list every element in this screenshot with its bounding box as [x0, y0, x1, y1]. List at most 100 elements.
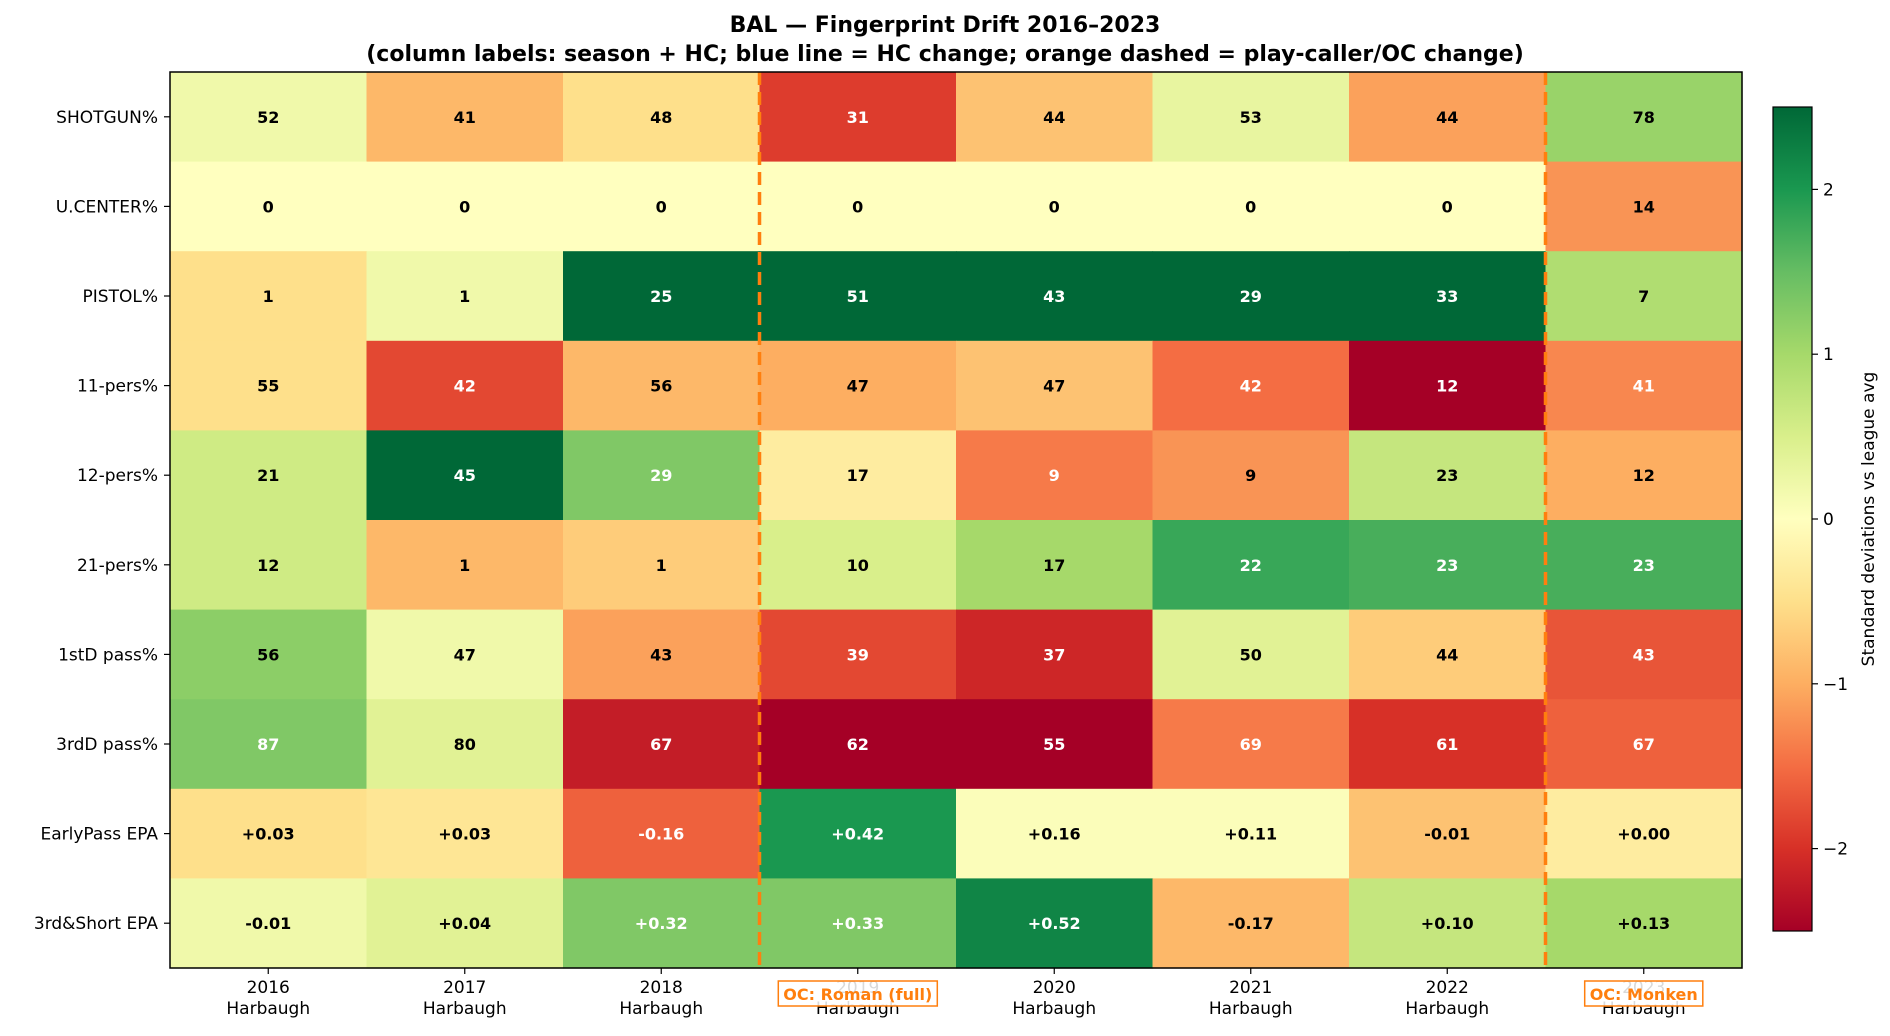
cell-value-label: 41	[454, 108, 476, 127]
cell-value-label: 43	[650, 645, 672, 664]
colorbar-tick-label: −1	[1823, 675, 1848, 695]
chart-title: BAL — Fingerprint Drift 2016–2023	[730, 13, 1161, 38]
cell-value-label: 29	[650, 466, 672, 485]
heatmap-cell-labels: 52 41 48 31 44 53 44 780 0 0 0 0 0 0 141 1 25 51 43 29 33 755…	[242, 108, 1670, 933]
cell-value-label: 10	[847, 556, 869, 575]
cell-value-label: 37	[1043, 645, 1065, 664]
heatmap-cell	[1349, 430, 1547, 521]
cell-value-label: 51	[847, 287, 869, 306]
heatmap-cell	[759, 699, 957, 790]
heatmap-cell	[1152, 72, 1350, 163]
cell-value-label: 31	[847, 108, 869, 127]
heatmap-cell	[366, 72, 564, 163]
heatmap-cell	[170, 520, 368, 611]
x-tick-hc: Harbaugh	[226, 999, 310, 1019]
heatmap-cell	[366, 251, 564, 342]
y-tick-label: EarlyPass EPA	[41, 825, 159, 845]
heatmap-cell	[956, 609, 1154, 700]
cell-value-label: 87	[257, 735, 279, 754]
x-tick-hc: Harbaugh	[619, 999, 703, 1019]
y-tick-label: 12-pers%	[77, 466, 158, 486]
heatmap-cell	[563, 340, 761, 431]
heatmap-cell	[1545, 609, 1743, 700]
oc-change-label-box	[1583, 980, 1704, 1007]
oc-change-label-box	[777, 980, 939, 1007]
x-tick-season: 2021	[1229, 978, 1272, 998]
heatmap-cell	[1545, 520, 1743, 611]
cell-value-label: -0.16	[638, 825, 684, 844]
heatmap-cell	[366, 609, 564, 700]
heatmap-cell	[759, 72, 957, 163]
cell-value-label: 56	[650, 377, 672, 396]
colorbar-tick-label: 2	[1823, 180, 1834, 200]
heatmap-cell	[1349, 340, 1547, 431]
cell-value-label: 55	[257, 377, 279, 396]
heatmap-cell	[1545, 251, 1743, 342]
x-tick-hc: Harbaugh	[1012, 999, 1096, 1019]
cell-value-label: 42	[1240, 377, 1262, 396]
heatmap-cell	[1152, 788, 1350, 879]
heatmap-cell	[1152, 520, 1350, 611]
cell-value-label: +0.10	[1421, 914, 1474, 933]
heatmap-cell	[1349, 609, 1547, 700]
heatmap-cell	[563, 878, 761, 969]
cell-value-label: 47	[847, 377, 869, 396]
oc-change-labels: OC: Roman (full) OC: Monken	[777, 980, 1704, 1007]
heatmap-cell	[1349, 520, 1547, 611]
heatmap-cell	[170, 340, 368, 431]
cell-value-label: -0.17	[1228, 914, 1274, 933]
heatmap-cell	[366, 340, 564, 431]
cell-value-label: 12	[1633, 466, 1655, 485]
cell-value-label: 22	[1240, 556, 1262, 575]
x-tick-hc: Harbaugh	[1209, 999, 1293, 1019]
cell-value-label: 55	[1043, 735, 1065, 754]
x-axis: 2016Harbaugh2017Harbaugh2018Harbaugh2019…	[226, 968, 1686, 1019]
heatmap-cell	[1152, 161, 1350, 252]
cell-value-label: -0.01	[1424, 825, 1470, 844]
cell-value-label: 52	[257, 108, 279, 127]
colorbar-gradient	[1772, 106, 1813, 932]
cell-value-label: 1	[459, 556, 470, 575]
cell-value-label: +0.13	[1617, 914, 1670, 933]
cell-value-label: 39	[847, 645, 869, 664]
heatmap-cell	[1545, 340, 1743, 431]
cell-value-label: 44	[1043, 108, 1065, 127]
cell-value-label: 53	[1240, 108, 1262, 127]
cell-value-label: +0.11	[1224, 825, 1277, 844]
cell-value-label: 44	[1436, 645, 1458, 664]
heatmap-cell	[1152, 430, 1350, 521]
heatmap-cell	[563, 161, 761, 252]
plot-frame	[169, 71, 1743, 969]
cell-value-label: 21	[257, 466, 279, 485]
cell-value-label: 43	[1043, 287, 1065, 306]
heatmap-cell	[956, 251, 1154, 342]
heatmap-cell	[956, 699, 1154, 790]
cell-value-label: +0.04	[438, 914, 491, 933]
cell-value-label: 61	[1436, 735, 1458, 754]
x-tick-season: 2022	[1426, 978, 1469, 998]
heatmap-cell	[956, 340, 1154, 431]
heatmap-cell	[170, 251, 368, 342]
cell-value-label: 7	[1638, 287, 1649, 306]
cell-value-label: 0	[852, 197, 863, 216]
heatmap-cell	[1349, 699, 1547, 790]
cell-value-label: 67	[1633, 735, 1655, 754]
cell-value-label: 47	[454, 645, 476, 664]
cell-value-label: 1	[459, 287, 470, 306]
heatmap-cell	[1152, 609, 1350, 700]
heatmap-cell	[1545, 788, 1743, 879]
x-tick-season: 2017	[443, 978, 486, 998]
oc-change-label: OC: Roman (full)	[783, 985, 932, 1004]
cell-value-label: 25	[650, 287, 672, 306]
heatmap-cell	[1152, 251, 1350, 342]
heatmap-cell	[366, 161, 564, 252]
cell-value-label: +0.16	[1028, 825, 1081, 844]
heatmap-cell	[759, 788, 957, 879]
heatmap-cell	[170, 609, 368, 700]
heatmap-cell	[563, 251, 761, 342]
x-tick-season: 2020	[1033, 978, 1076, 998]
y-tick-label: PISTOL%	[83, 287, 158, 307]
cell-value-label: +0.42	[831, 825, 884, 844]
heatmap-cell	[759, 340, 957, 431]
